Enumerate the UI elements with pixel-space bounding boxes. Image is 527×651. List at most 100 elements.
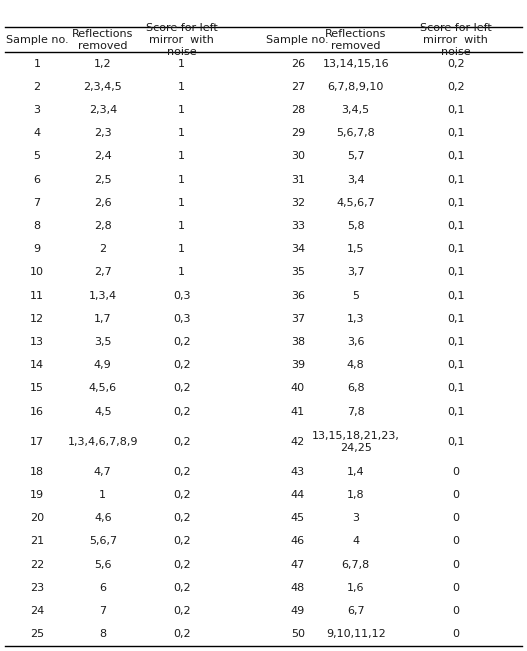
Text: 24: 24 xyxy=(30,606,44,616)
Text: 0,1: 0,1 xyxy=(447,174,465,185)
Text: 0,1: 0,1 xyxy=(447,360,465,370)
Text: 19: 19 xyxy=(30,490,44,500)
Text: 33: 33 xyxy=(291,221,305,231)
Text: 5,6,7: 5,6,7 xyxy=(89,536,117,546)
Text: 44: 44 xyxy=(290,490,305,500)
Text: 1: 1 xyxy=(178,152,186,161)
Text: 5,6,7,8: 5,6,7,8 xyxy=(336,128,375,138)
Text: 4,6: 4,6 xyxy=(94,513,112,523)
Text: 1,3,4: 1,3,4 xyxy=(89,290,117,301)
Text: 0: 0 xyxy=(452,583,460,593)
Text: 46: 46 xyxy=(291,536,305,546)
Text: Sample no.: Sample no. xyxy=(6,35,68,45)
Text: 1,3,4,6,7,8,9: 1,3,4,6,7,8,9 xyxy=(67,437,138,447)
Text: 2,3,4: 2,3,4 xyxy=(89,105,117,115)
Text: 50: 50 xyxy=(291,630,305,639)
Text: 37: 37 xyxy=(291,314,305,324)
Text: 42: 42 xyxy=(290,437,305,447)
Text: 1: 1 xyxy=(178,82,186,92)
Text: 23: 23 xyxy=(30,583,44,593)
Text: 0,1: 0,1 xyxy=(447,152,465,161)
Text: 0,2: 0,2 xyxy=(173,467,191,477)
Text: Score for left
mirror  with
noise: Score for left mirror with noise xyxy=(146,23,218,57)
Text: 0: 0 xyxy=(452,536,460,546)
Text: 31: 31 xyxy=(291,174,305,185)
Text: 4,8: 4,8 xyxy=(347,360,365,370)
Text: 1: 1 xyxy=(99,490,106,500)
Text: 0,1: 0,1 xyxy=(447,337,465,347)
Text: 48: 48 xyxy=(290,583,305,593)
Text: 5: 5 xyxy=(33,152,41,161)
Text: 4: 4 xyxy=(352,536,359,546)
Text: Score for left
mirror  with
noise: Score for left mirror with noise xyxy=(420,23,492,57)
Text: 1,8: 1,8 xyxy=(347,490,365,500)
Text: 0: 0 xyxy=(452,513,460,523)
Text: 0,1: 0,1 xyxy=(447,314,465,324)
Text: 7,8: 7,8 xyxy=(347,407,365,417)
Text: 47: 47 xyxy=(290,560,305,570)
Text: 13: 13 xyxy=(30,337,44,347)
Text: 1: 1 xyxy=(178,198,186,208)
Text: 0,3: 0,3 xyxy=(173,290,191,301)
Text: 2,6: 2,6 xyxy=(94,198,112,208)
Text: 4,5: 4,5 xyxy=(94,407,112,417)
Text: 0,2: 0,2 xyxy=(173,337,191,347)
Text: 21: 21 xyxy=(30,536,44,546)
Text: 3: 3 xyxy=(352,513,359,523)
Text: 1: 1 xyxy=(178,221,186,231)
Text: 14: 14 xyxy=(30,360,44,370)
Text: 30: 30 xyxy=(291,152,305,161)
Text: 12: 12 xyxy=(30,314,44,324)
Text: 3,7: 3,7 xyxy=(347,268,365,277)
Text: 5,7: 5,7 xyxy=(347,152,365,161)
Text: 38: 38 xyxy=(291,337,305,347)
Text: 0,2: 0,2 xyxy=(173,437,191,447)
Text: 6,7,8,9,10: 6,7,8,9,10 xyxy=(328,82,384,92)
Text: 28: 28 xyxy=(290,105,305,115)
Text: 36: 36 xyxy=(291,290,305,301)
Text: 0,1: 0,1 xyxy=(447,244,465,254)
Text: 15: 15 xyxy=(30,383,44,393)
Text: 1,7: 1,7 xyxy=(94,314,112,324)
Text: 0,1: 0,1 xyxy=(447,407,465,417)
Text: 0,1: 0,1 xyxy=(447,105,465,115)
Text: 1: 1 xyxy=(33,59,41,68)
Text: 0,2: 0,2 xyxy=(173,490,191,500)
Text: 0,2: 0,2 xyxy=(173,536,191,546)
Text: 4,5,6,7: 4,5,6,7 xyxy=(336,198,375,208)
Text: 1: 1 xyxy=(178,268,186,277)
Text: 5,8: 5,8 xyxy=(347,221,365,231)
Text: 3: 3 xyxy=(33,105,41,115)
Text: 0,2: 0,2 xyxy=(447,59,465,68)
Text: 11: 11 xyxy=(30,290,44,301)
Text: 35: 35 xyxy=(291,268,305,277)
Text: 1,6: 1,6 xyxy=(347,583,365,593)
Text: 32: 32 xyxy=(291,198,305,208)
Text: 27: 27 xyxy=(290,82,305,92)
Text: 1,2: 1,2 xyxy=(94,59,112,68)
Text: 2,3,4,5: 2,3,4,5 xyxy=(83,82,122,92)
Text: 40: 40 xyxy=(291,383,305,393)
Text: 2,5: 2,5 xyxy=(94,174,112,185)
Text: 22: 22 xyxy=(30,560,44,570)
Text: 2,8: 2,8 xyxy=(94,221,112,231)
Text: 1,4: 1,4 xyxy=(347,467,365,477)
Text: Reflections
removed: Reflections removed xyxy=(325,29,386,51)
Text: 0,2: 0,2 xyxy=(173,630,191,639)
Text: 0,2: 0,2 xyxy=(173,583,191,593)
Text: 0: 0 xyxy=(452,606,460,616)
Text: 0,2: 0,2 xyxy=(173,360,191,370)
Text: 9,10,11,12: 9,10,11,12 xyxy=(326,630,386,639)
Text: 0,1: 0,1 xyxy=(447,128,465,138)
Text: 0: 0 xyxy=(452,560,460,570)
Text: 2,4: 2,4 xyxy=(94,152,112,161)
Text: 34: 34 xyxy=(291,244,305,254)
Text: 0,2: 0,2 xyxy=(173,560,191,570)
Text: 7: 7 xyxy=(99,606,106,616)
Text: 1,3: 1,3 xyxy=(347,314,365,324)
Text: 0,1: 0,1 xyxy=(447,198,465,208)
Text: 0,2: 0,2 xyxy=(173,513,191,523)
Text: 3,5: 3,5 xyxy=(94,337,112,347)
Text: 6: 6 xyxy=(99,583,106,593)
Text: Reflections
removed: Reflections removed xyxy=(72,29,133,51)
